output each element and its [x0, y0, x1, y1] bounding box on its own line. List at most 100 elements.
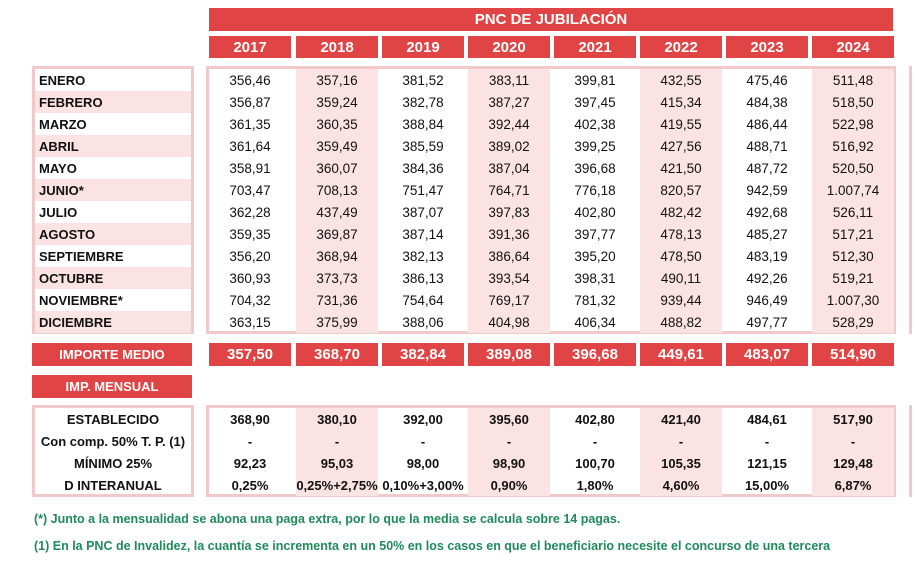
footnote-extra-pay: (*) Junto a la mensualidad se abona una … — [34, 512, 621, 526]
mensual-value: 121,15 — [747, 455, 787, 471]
month-value: 397,77 — [574, 226, 616, 242]
month-value: 482,42 — [640, 201, 722, 223]
month-value: 395,20 — [574, 248, 616, 264]
mensual-value: - — [468, 430, 550, 452]
month-value: 398,31 — [574, 270, 616, 286]
right-border — [909, 66, 912, 334]
month-value: 421,50 — [640, 157, 722, 179]
month-value: 488,71 — [746, 138, 788, 154]
mensual-value: 1,80% — [576, 477, 614, 493]
month-value: 373,73 — [296, 267, 378, 289]
month-value: 478,50 — [640, 245, 722, 267]
month-label: ABRIL — [35, 135, 191, 157]
month-value: 511,48 — [812, 69, 894, 91]
month-value: 392,44 — [468, 113, 550, 135]
mensual-value: 4,60% — [640, 474, 722, 496]
month-value: 388,84 — [402, 116, 444, 132]
month-value: 427,56 — [640, 135, 722, 157]
month-value: 361,35 — [229, 116, 271, 132]
month-value: 369,87 — [296, 223, 378, 245]
month-value: 386,13 — [402, 270, 444, 286]
month-label: FEBRERO — [35, 91, 191, 113]
importe-medio-value: 368,70 — [296, 343, 378, 366]
month-value: 360,07 — [296, 157, 378, 179]
month-label: MARZO — [39, 116, 87, 132]
month-value: 519,21 — [812, 267, 894, 289]
mensual-value: - — [812, 430, 894, 452]
month-value: 358,91 — [229, 160, 271, 176]
mensual-value: - — [296, 430, 378, 452]
month-value: 520,50 — [812, 157, 894, 179]
month-value: 384,36 — [402, 160, 444, 176]
month-value: 391,36 — [468, 223, 550, 245]
month-value: 382,78 — [402, 94, 444, 110]
mensual-row-label: Con comp. 50% T. P. (1) — [40, 433, 186, 449]
month-value: 359,24 — [296, 91, 378, 113]
month-value: 359,49 — [296, 135, 378, 157]
year-header: 2021 — [554, 36, 636, 58]
month-value: 517,21 — [812, 223, 894, 245]
right-border-lower — [909, 405, 912, 497]
month-value: 437,49 — [296, 201, 378, 223]
month-value: 385,59 — [402, 138, 444, 154]
mensual-value: - — [247, 433, 253, 449]
importe-medio-value: 483,07 — [726, 343, 808, 366]
mensual-value: 105,35 — [640, 452, 722, 474]
importe-medio-value: 389,08 — [468, 343, 550, 366]
month-value: 518,50 — [812, 91, 894, 113]
month-value: 486,44 — [746, 116, 788, 132]
mensual-row-label: ESTABLECIDO — [66, 411, 160, 427]
mensual-value: 380,10 — [296, 408, 378, 430]
month-label: JUNIO* — [35, 179, 191, 201]
month-value: 751,47 — [402, 182, 444, 198]
month-value: 356,20 — [229, 248, 271, 264]
month-value: 387,14 — [402, 226, 444, 242]
month-value: 388,06 — [402, 314, 444, 330]
mensual-value: 395,60 — [468, 408, 550, 430]
month-value: 360,35 — [296, 113, 378, 135]
month-value: 516,92 — [812, 135, 894, 157]
mensual-value: 0,90% — [468, 474, 550, 496]
month-label: JULIO — [39, 204, 78, 220]
month-value: 387,07 — [402, 204, 444, 220]
month-label: AGOSTO — [35, 223, 191, 245]
mensual-value: - — [420, 433, 426, 449]
mensual-value: 129,48 — [812, 452, 894, 474]
mensual-value: 392,00 — [403, 411, 443, 427]
importe-medio-value: 449,61 — [640, 343, 722, 366]
mensual-value: 0,25% — [231, 477, 269, 493]
month-value: 397,83 — [468, 201, 550, 223]
mensual-row-label: D INTERANUAL — [64, 477, 162, 493]
footnote-invalidez: (1) En la PNC de Invalidez, la cuantía s… — [34, 539, 831, 553]
year-header: 2018 — [296, 36, 378, 58]
month-value: 946,49 — [746, 292, 788, 308]
month-value: 731,36 — [296, 289, 378, 311]
importe-medio-value: 357,50 — [209, 343, 291, 366]
month-value: 754,64 — [402, 292, 444, 308]
year-header: 2024 — [812, 36, 894, 58]
month-value: 490,11 — [640, 267, 722, 289]
mensual-value: 517,90 — [812, 408, 894, 430]
importe-medio-label: IMPORTE MEDIO — [32, 343, 192, 366]
month-label: OCTUBRE — [35, 267, 191, 289]
month-value: 764,71 — [468, 179, 550, 201]
month-value: 781,32 — [574, 292, 616, 308]
month-value: 528,29 — [812, 311, 894, 333]
month-label: MAYO — [39, 160, 77, 176]
month-label: DICIEMBRE — [35, 311, 191, 333]
mensual-value: 98,00 — [406, 455, 440, 471]
month-value: 375,99 — [296, 311, 378, 333]
month-value: 387,04 — [468, 157, 550, 179]
month-value: 415,34 — [640, 91, 722, 113]
importe-medio-value: 396,68 — [554, 343, 636, 366]
month-value: 389,02 — [468, 135, 550, 157]
year-header: 2017 — [209, 36, 291, 58]
mensual-value: 368,90 — [230, 411, 270, 427]
month-value: 362,28 — [229, 204, 271, 220]
month-value: 487,72 — [746, 160, 788, 176]
month-label: NOVIEMBRE* — [39, 292, 123, 308]
month-value: 399,25 — [574, 138, 616, 154]
month-value: 404,98 — [468, 311, 550, 333]
mensual-value: 421,40 — [640, 408, 722, 430]
mensual-value: 6,87% — [812, 474, 894, 496]
